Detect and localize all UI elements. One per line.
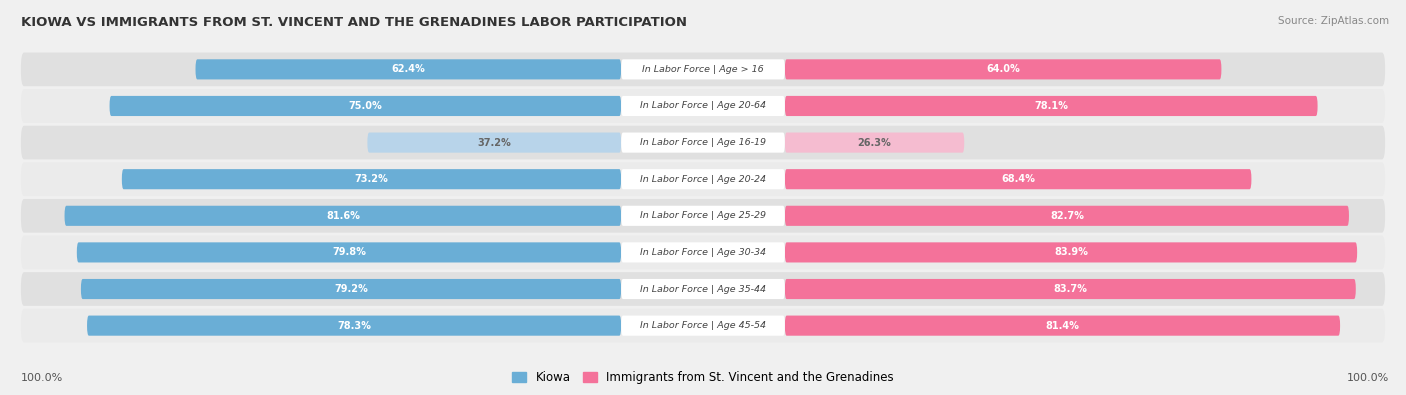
Text: 64.0%: 64.0%: [986, 64, 1019, 74]
Text: 62.4%: 62.4%: [391, 64, 425, 74]
FancyBboxPatch shape: [195, 59, 621, 79]
Text: 79.8%: 79.8%: [332, 247, 366, 258]
FancyBboxPatch shape: [21, 272, 1385, 306]
Text: 68.4%: 68.4%: [1001, 174, 1035, 184]
Text: 81.4%: 81.4%: [1046, 321, 1080, 331]
FancyBboxPatch shape: [785, 96, 1317, 116]
FancyBboxPatch shape: [785, 132, 965, 152]
Text: 78.1%: 78.1%: [1035, 101, 1069, 111]
FancyBboxPatch shape: [21, 89, 1385, 123]
Text: In Labor Force | Age 20-64: In Labor Force | Age 20-64: [640, 102, 766, 111]
Text: KIOWA VS IMMIGRANTS FROM ST. VINCENT AND THE GRENADINES LABOR PARTICIPATION: KIOWA VS IMMIGRANTS FROM ST. VINCENT AND…: [21, 16, 688, 29]
Text: 75.0%: 75.0%: [349, 101, 382, 111]
Text: 79.2%: 79.2%: [335, 284, 368, 294]
FancyBboxPatch shape: [21, 235, 1385, 269]
Text: In Labor Force | Age 35-44: In Labor Force | Age 35-44: [640, 284, 766, 293]
FancyBboxPatch shape: [621, 316, 785, 336]
Legend: Kiowa, Immigrants from St. Vincent and the Grenadines: Kiowa, Immigrants from St. Vincent and t…: [508, 367, 898, 389]
FancyBboxPatch shape: [621, 59, 785, 79]
FancyBboxPatch shape: [621, 96, 785, 116]
Text: 26.3%: 26.3%: [858, 137, 891, 148]
Text: 81.6%: 81.6%: [326, 211, 360, 221]
Text: In Labor Force | Age 45-54: In Labor Force | Age 45-54: [640, 321, 766, 330]
Text: 37.2%: 37.2%: [478, 137, 512, 148]
FancyBboxPatch shape: [87, 316, 621, 336]
FancyBboxPatch shape: [621, 169, 785, 189]
FancyBboxPatch shape: [77, 243, 621, 263]
FancyBboxPatch shape: [21, 53, 1385, 86]
FancyBboxPatch shape: [785, 243, 1357, 263]
Text: In Labor Force | Age 30-34: In Labor Force | Age 30-34: [640, 248, 766, 257]
FancyBboxPatch shape: [21, 309, 1385, 342]
FancyBboxPatch shape: [785, 59, 1222, 79]
Text: Source: ZipAtlas.com: Source: ZipAtlas.com: [1278, 16, 1389, 26]
Text: 83.9%: 83.9%: [1054, 247, 1088, 258]
FancyBboxPatch shape: [785, 279, 1355, 299]
Text: 100.0%: 100.0%: [1347, 373, 1389, 383]
FancyBboxPatch shape: [82, 279, 621, 299]
FancyBboxPatch shape: [621, 243, 785, 263]
FancyBboxPatch shape: [110, 96, 621, 116]
Text: 83.7%: 83.7%: [1053, 284, 1087, 294]
Text: 73.2%: 73.2%: [354, 174, 388, 184]
Text: In Labor Force | Age 20-24: In Labor Force | Age 20-24: [640, 175, 766, 184]
Text: In Labor Force | Age > 16: In Labor Force | Age > 16: [643, 65, 763, 74]
FancyBboxPatch shape: [21, 162, 1385, 196]
FancyBboxPatch shape: [65, 206, 621, 226]
FancyBboxPatch shape: [122, 169, 621, 189]
Text: 100.0%: 100.0%: [21, 373, 63, 383]
FancyBboxPatch shape: [367, 132, 621, 152]
Text: 78.3%: 78.3%: [337, 321, 371, 331]
FancyBboxPatch shape: [621, 279, 785, 299]
Text: In Labor Force | Age 16-19: In Labor Force | Age 16-19: [640, 138, 766, 147]
FancyBboxPatch shape: [785, 169, 1251, 189]
FancyBboxPatch shape: [621, 132, 785, 152]
FancyBboxPatch shape: [621, 206, 785, 226]
FancyBboxPatch shape: [785, 316, 1340, 336]
FancyBboxPatch shape: [21, 199, 1385, 233]
Text: In Labor Force | Age 25-29: In Labor Force | Age 25-29: [640, 211, 766, 220]
FancyBboxPatch shape: [21, 126, 1385, 160]
FancyBboxPatch shape: [785, 206, 1348, 226]
Text: 82.7%: 82.7%: [1050, 211, 1084, 221]
